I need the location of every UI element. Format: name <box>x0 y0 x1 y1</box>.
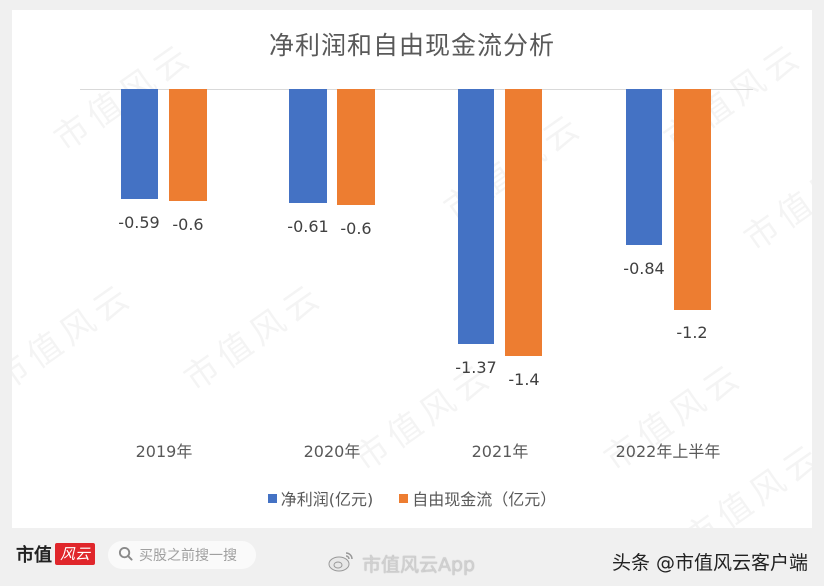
toutiao-watermark: 头条 @市值风云客户端 <box>611 552 808 574</box>
legend-item-free-cash-flow: 自由现金流（亿元） <box>399 486 556 510</box>
bar-net-profit-2019 <box>121 89 158 199</box>
value-label: -0.6 <box>172 215 204 234</box>
value-label: -0.6 <box>340 219 372 238</box>
footer-bar: 市值 风云 买股之前搜一搜 市值风云App 头条 @市值风云客户端 <box>0 528 824 586</box>
weibo-watermark: 市值风云App <box>328 550 475 577</box>
value-label: -0.61 <box>287 217 329 236</box>
brand-text: 市值 <box>16 545 52 566</box>
bar-free-cash-flow-2020 <box>337 89 375 205</box>
value-label: -0.84 <box>623 259 665 278</box>
legend-item-net-profit: 净利润(亿元) <box>267 486 374 510</box>
weibo-icon <box>328 550 356 577</box>
bar-free-cash-flow-2019 <box>169 89 207 201</box>
legend-label: 净利润(亿元) <box>280 490 374 509</box>
category-label-2021: 2021年 <box>471 442 529 461</box>
bar-net-profit-2021 <box>458 89 494 344</box>
bar-net-profit-2020 <box>289 89 327 203</box>
value-label: -1.2 <box>676 323 708 342</box>
value-label: -1.37 <box>455 358 497 377</box>
value-label: -1.4 <box>508 370 540 389</box>
category-label-2019: 2019年 <box>135 442 193 461</box>
bar-free-cash-flow-2021 <box>505 89 542 356</box>
category-axis-line <box>80 89 753 90</box>
chart-card: 市值风云 市值风云 市值风云 市值风云 市值风云 市值风云 市值风云 市值风云 … <box>12 10 812 528</box>
search-pill: 买股之前搜一搜 <box>108 541 256 569</box>
legend-swatch-orange <box>399 493 409 503</box>
search-placeholder: 买股之前搜一搜 <box>139 548 237 564</box>
bar-net-profit-2022h1 <box>626 89 662 245</box>
brand-badge: 风云 <box>55 543 96 565</box>
legend: 净利润(亿元) 自由现金流（亿元） <box>12 486 812 510</box>
category-label-2020: 2020年 <box>303 442 361 461</box>
plot-area <box>80 89 753 389</box>
category-label-2022h1: 2022年上半年 <box>615 442 721 461</box>
brand-logo: 市值 风云 <box>16 541 96 567</box>
legend-swatch-blue <box>267 493 277 503</box>
chart-title: 净利润和自由现金流分析 <box>268 31 555 60</box>
weibo-text: 市值风云App <box>362 554 476 576</box>
value-label: -0.59 <box>118 213 160 232</box>
bar-free-cash-flow-2022h1 <box>674 89 711 310</box>
legend-label: 自由现金流（亿元） <box>412 490 557 509</box>
search-icon <box>118 546 133 565</box>
